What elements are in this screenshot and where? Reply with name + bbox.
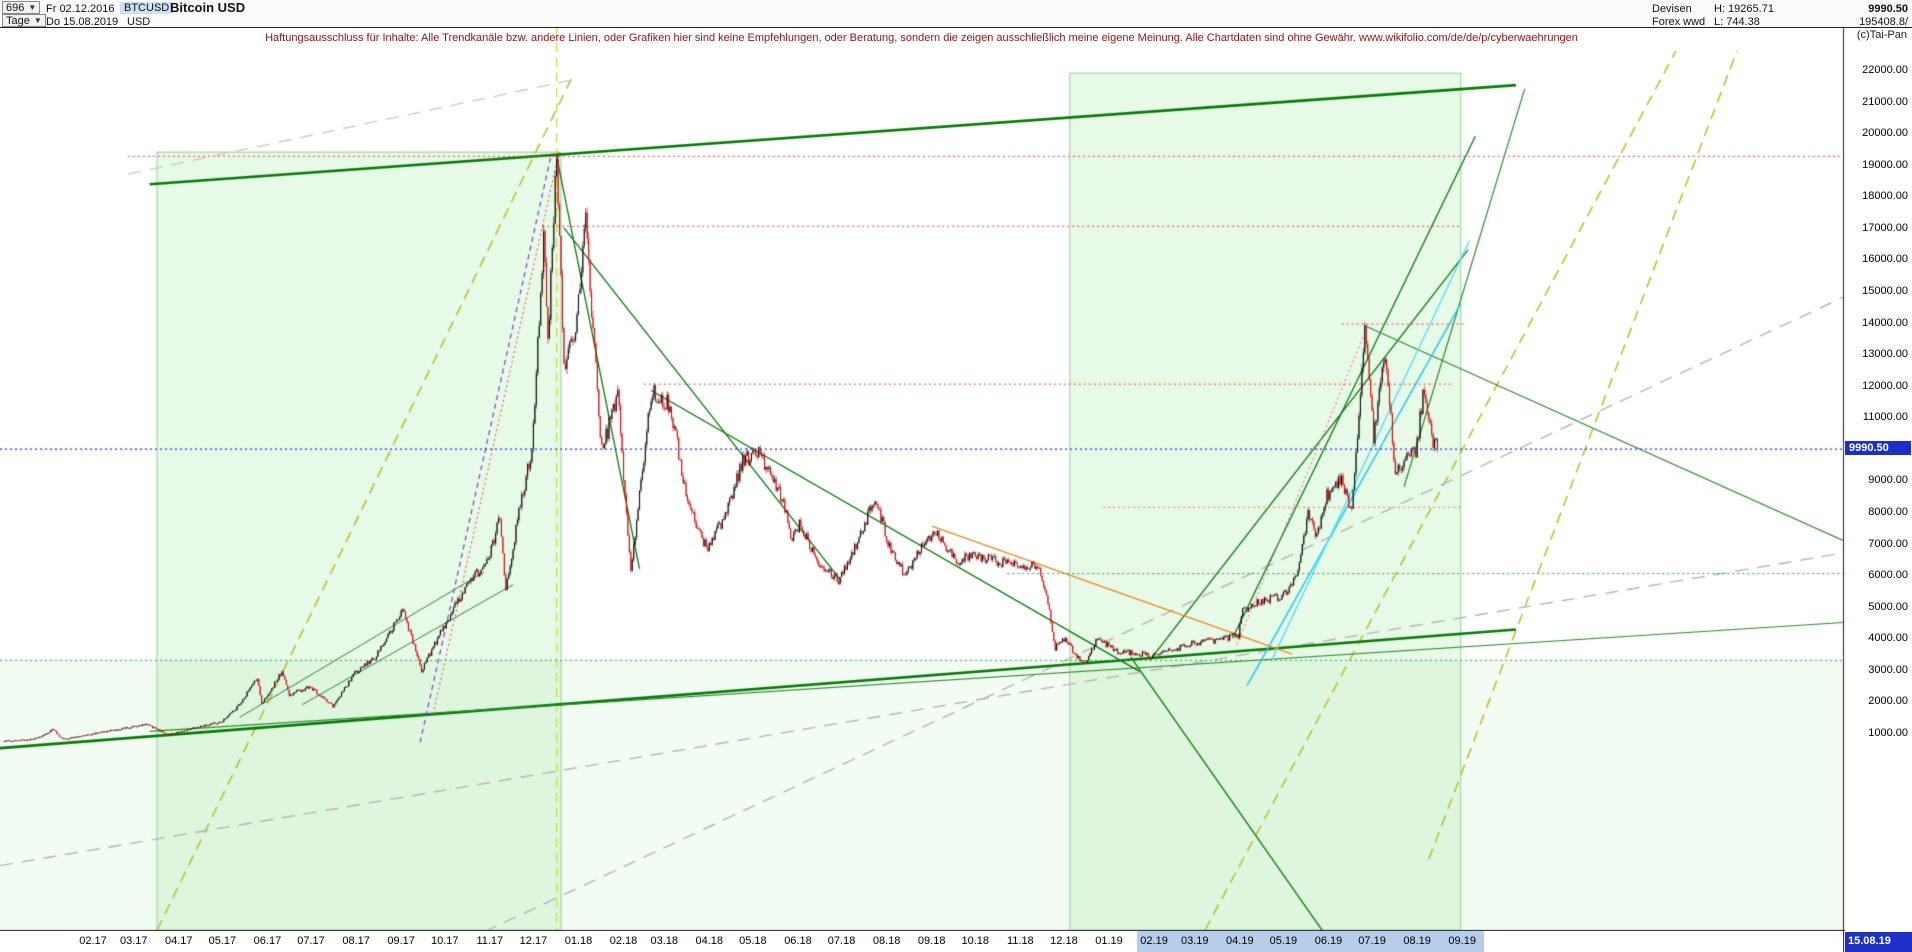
- time-axis-label: 06.19: [1314, 935, 1343, 947]
- time-axis-label: 07.17: [297, 935, 325, 947]
- time-axis-label: 07.18: [827, 935, 856, 947]
- time-axis-label: 02.18: [609, 935, 638, 947]
- chevron-down-icon: ▼: [33, 15, 42, 25]
- time-axis-label: 03.19: [1180, 935, 1209, 947]
- time-axis-label: 12.17: [519, 935, 548, 947]
- time-axis-label: 02.19: [1140, 935, 1168, 947]
- last-price-tag: 9990.50: [1845, 441, 1911, 456]
- symbol-field[interactable]: BTCUSD: [120, 2, 174, 14]
- time-axis-label: 09.18: [917, 935, 946, 947]
- high-value: H: 19265.71: [1714, 3, 1774, 15]
- end-date-tag: 15.08.19: [1845, 932, 1912, 952]
- copyright-label: (c)Tai-Pan: [1856, 29, 1907, 41]
- time-axis-label: 08.18: [872, 935, 901, 947]
- disclaimer-text: Haftungsausschluss für Inhalte: Alle Tre…: [265, 32, 1578, 44]
- price-axis-label: 18000.00: [1862, 190, 1908, 203]
- price-axis-label: 22000.00: [1862, 63, 1908, 76]
- time-axis-label: 06.18: [784, 935, 812, 947]
- time-axis-label: 05.17: [208, 935, 237, 947]
- time-axis-label: 12.18: [1050, 935, 1078, 947]
- price-axis-label: 5000.00: [1868, 600, 1908, 613]
- price-axis-label: 20000.00: [1862, 127, 1908, 140]
- price-axis-label: 3000.00: [1868, 663, 1908, 676]
- price-axis-label: 12000.00: [1862, 379, 1908, 392]
- price-axis-label: 13000.00: [1862, 348, 1908, 361]
- time-axis-label: 08.19: [1403, 935, 1431, 947]
- price-axis-label: 11000.00: [1862, 411, 1908, 424]
- price-axis-label: 8000.00: [1868, 505, 1908, 518]
- time-axis-label: 03.18: [650, 935, 678, 947]
- price-axis-label: 16000.00: [1862, 253, 1908, 266]
- time-axis-label: 04.18: [695, 935, 724, 947]
- price-axis-label: 17000.00: [1862, 221, 1908, 234]
- price-axis-label: 4000.00: [1868, 632, 1908, 645]
- date-to-label: Do 15.08.2019: [46, 16, 119, 28]
- price-axis-label: 9000.00: [1868, 474, 1908, 487]
- time-axis-label: 10.17: [430, 935, 459, 947]
- time-axis-label: 11.18: [1006, 935, 1034, 947]
- price-axis-label: 15000.00: [1862, 284, 1908, 297]
- price-axis-label: 19000.00: [1862, 158, 1908, 171]
- time-axis-label: 04.17: [165, 935, 193, 947]
- time-axis-label: 10.18: [961, 935, 990, 947]
- currency-label: USD: [127, 16, 151, 28]
- price-axis-label: 6000.00: [1868, 569, 1908, 582]
- time-axis-label: 04.19: [1226, 935, 1254, 947]
- time-axis-label: 11.17: [476, 935, 504, 947]
- price-axis-label: 21000.00: [1862, 95, 1908, 108]
- time-axis-highlight: [1137, 931, 1485, 952]
- chevron-down-icon: ▼: [28, 2, 37, 12]
- header-bar: 696 ▼ Fr 02.12.2016 Tage ▼ Do 15.08.2019…: [0, 0, 1912, 28]
- time-axis-label: 05.19: [1269, 935, 1298, 947]
- time-axis-label: 07.19: [1358, 935, 1386, 947]
- market-label: Devisen: [1652, 3, 1692, 15]
- volume-value: 195408.8/: [1859, 16, 1908, 28]
- price-axis-label: 2000.00: [1868, 695, 1908, 708]
- price-axis-label: 7000.00: [1868, 537, 1908, 550]
- bars-count-value: 696: [6, 1, 25, 14]
- time-axis-label: 02.17: [79, 935, 107, 947]
- time-axis-label: 01.18: [564, 935, 593, 947]
- price-axis-label: 14000.00: [1862, 316, 1908, 329]
- time-axis-label: 09.19: [1448, 935, 1476, 947]
- period-dropdown[interactable]: Tage ▼: [2, 14, 46, 27]
- period-value: Tage: [6, 14, 30, 27]
- time-axis-label: 06.17: [253, 935, 282, 947]
- time-axis-label: 09.17: [387, 935, 415, 947]
- instrument-title: Bitcoin USD: [170, 0, 246, 15]
- price-axis: 22000.00 21000.00 20000.00 19000.00 18000.00…: [1845, 28, 1912, 931]
- time-axis-label: 05.18: [739, 935, 767, 947]
- price-axis-label: 1000.00: [1868, 726, 1908, 739]
- time-axis-label: 03.17: [119, 935, 148, 947]
- bars-count-dropdown[interactable]: 696 ▼: [2, 1, 41, 14]
- time-axis: 02.17 03.17 04.17 05.17 06.17 07.17 08.17 09.17…: [0, 931, 1843, 952]
- last-price-value: 9990.50: [1868, 3, 1908, 15]
- feed-label: Forex wwd: [1652, 16, 1706, 28]
- low-value: L: 744.38: [1714, 16, 1760, 28]
- time-axis-label: 08.17: [342, 935, 370, 947]
- date-from-label: Fr 02.12.2016: [46, 3, 115, 15]
- time-axis-label: 01.19: [1095, 935, 1123, 947]
